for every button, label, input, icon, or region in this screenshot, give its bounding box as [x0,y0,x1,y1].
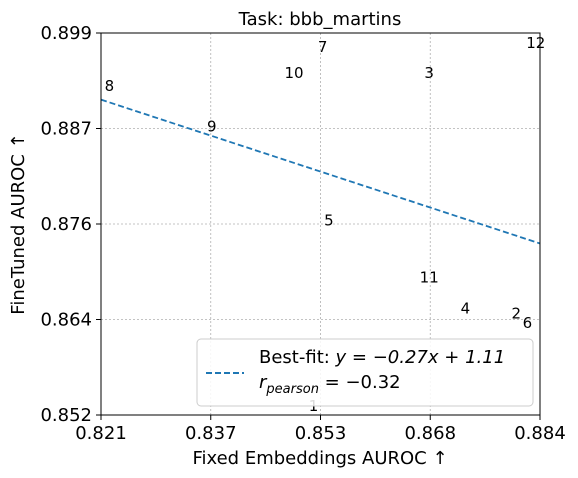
point-label-12: 12 [526,34,545,52]
fit-line-group [100,98,541,245]
legend-box [196,338,534,407]
legend-r-value: = −0.32 [319,372,401,393]
chart-title: Task: bbb_martins [238,9,402,30]
point-label-5: 5 [324,212,334,230]
x-tick-label: 0.853 [295,423,347,444]
point-label-3: 3 [424,64,434,82]
y-tick-label: 0.887 [40,119,92,140]
legend-fit-label: Best-fit: [259,347,336,368]
y-tick-label: 0.852 [40,405,92,426]
x-tick-label: 0.884 [514,423,566,444]
point-label-8: 8 [105,77,115,95]
point-label-2: 2 [512,304,522,322]
x-axis-label: Fixed Embeddings AUROC ↑ [192,448,447,469]
point-label-7: 7 [318,38,328,56]
x-axis-ticks: 0.821 0.837 0.853 0.868 0.884 [75,415,566,444]
legend-pearson-entry: rpearson = −0.32 [259,372,401,397]
point-label-10: 10 [284,64,303,82]
legend-r-symbol: r [259,372,268,393]
x-tick-label: 0.868 [404,423,456,444]
point-label-11: 11 [420,269,439,287]
legend-fit-entry: Best-fit: y = −0.27x + 1.11 [259,347,505,368]
legend-fit-equation: y = −0.27x + 1.11 [335,347,506,368]
y-tick-label: 0.876 [40,214,92,235]
x-tick-label: 0.821 [75,423,127,444]
y-axis-label: FineTuned AUROC ↑ [8,133,29,314]
legend-r-subscript: pearson [265,382,319,397]
point-label-6: 6 [523,314,533,332]
best-fit-line [100,98,541,245]
point-label-4: 4 [461,300,471,318]
y-axis-ticks: 0.852 0.864 0.876 0.887 0.899 [40,23,101,426]
legend: Best-fit: y = −0.27x + 1.11 rpearson = −… [196,338,534,407]
point-label-9: 9 [207,117,217,135]
x-tick-label: 0.837 [185,423,237,444]
y-tick-label: 0.864 [40,310,92,331]
y-tick-label: 0.899 [40,23,92,44]
